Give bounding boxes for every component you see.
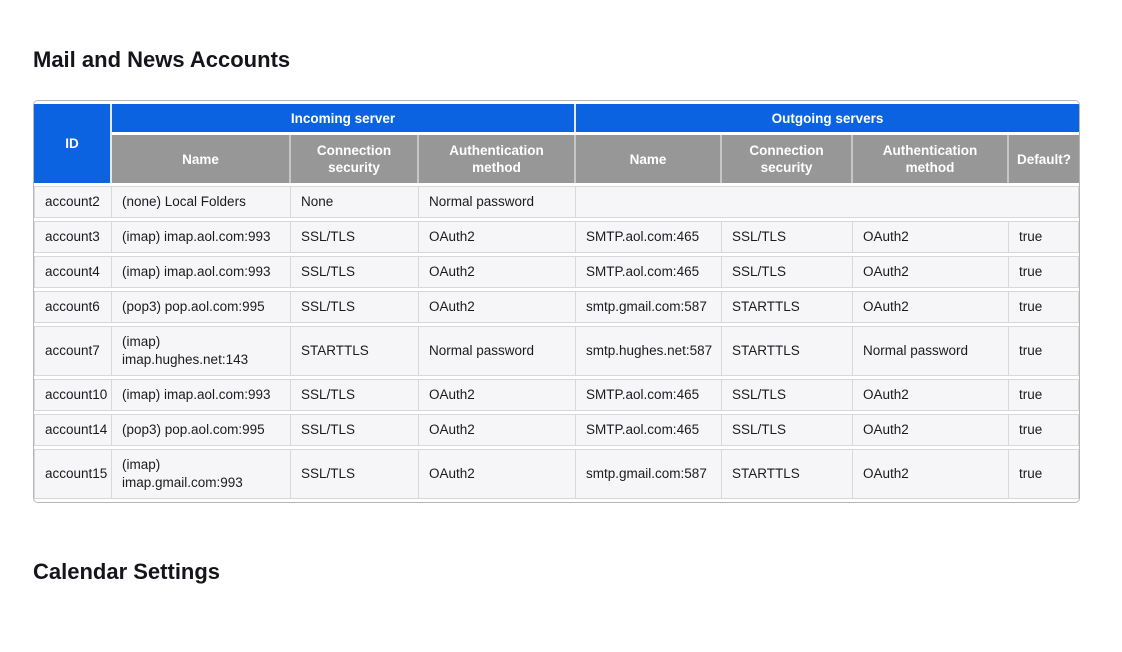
outgoing-default-cell: true <box>1009 326 1079 376</box>
column-group-outgoing-servers: Outgoing servers <box>576 104 1079 132</box>
incoming-name-cell: (imap) imap.aol.com:993 <box>112 221 291 253</box>
outgoing-authentication-method-cell: Normal password <box>853 326 1010 376</box>
account-id-cell: account2 <box>34 186 112 218</box>
table-row: account15 (imap) imap.gmail.com:993 SSL/TL… <box>34 449 1079 499</box>
table-row: account2 (none) Local Folders None Normal p… <box>34 186 1079 218</box>
column-header-incoming-name: Name <box>112 135 291 183</box>
accounts-table: ID Incoming server Outgoing servers Name… <box>34 101 1079 502</box>
outgoing-connection-security-cell: STARTTLS <box>722 449 854 499</box>
outgoing-name-cell: SMTP.aol.com:465 <box>576 379 723 411</box>
incoming-name-cell: (imap) imap.gmail.com:993 <box>112 449 291 499</box>
incoming-name-cell: (pop3) pop.aol.com:995 <box>112 414 291 446</box>
incoming-authentication-method-cell: Normal password <box>419 326 577 376</box>
incoming-connection-security-cell: None <box>291 186 419 218</box>
table-row: account14 (pop3) pop.aol.com:995 SSL/TLS OA… <box>34 414 1079 446</box>
account-id-cell: account7 <box>34 326 112 376</box>
calendar-section-heading: Calendar Settings <box>33 559 221 584</box>
column-header-incoming-authentication-method: Authentication method <box>419 135 577 183</box>
outgoing-name-cell: SMTP.aol.com:465 <box>576 256 723 288</box>
incoming-authentication-method-cell: Normal password <box>419 186 577 218</box>
accounts-section-heading: Mail and News Accounts <box>33 47 291 72</box>
outgoing-name-cell: smtp.gmail.com:587 <box>576 291 723 323</box>
table-row: account10 (imap) imap.aol.com:993 SSL/TLS O… <box>34 379 1079 411</box>
outgoing-default-cell: true <box>1009 221 1079 253</box>
outgoing-default-cell: true <box>1009 256 1079 288</box>
account-id-cell: account3 <box>34 221 112 253</box>
outgoing-authentication-method-cell: OAuth2 <box>853 414 1010 446</box>
outgoing-authentication-method-cell: OAuth2 <box>853 449 1010 499</box>
incoming-connection-security-cell: SSL/TLS <box>291 291 419 323</box>
incoming-authentication-method-cell: OAuth2 <box>419 414 577 446</box>
outgoing-authentication-method-cell: OAuth2 <box>853 221 1010 253</box>
column-header-id: ID <box>34 104 112 183</box>
incoming-name-cell: (imap) imap.hughes.net:143 <box>112 326 291 376</box>
table-row: account6 (pop3) pop.aol.com:995 SSL/TLS OAu… <box>34 291 1079 323</box>
outgoing-connection-security-cell: SSL/TLS <box>722 221 854 253</box>
column-header-incoming-connection-security: Connection security <box>291 135 419 183</box>
accounts-table-header: ID Incoming server Outgoing servers Name… <box>34 104 1079 183</box>
outgoing-default-cell: true <box>1009 414 1079 446</box>
troubleshooting-page: Mail and News Accounts ID Incoming serve… <box>0 47 1122 585</box>
incoming-authentication-method-cell: OAuth2 <box>419 379 577 411</box>
outgoing-empty-cell <box>576 186 1079 218</box>
outgoing-name-cell: SMTP.aol.com:465 <box>576 221 723 253</box>
column-header-outgoing-name: Name <box>576 135 723 183</box>
incoming-connection-security-cell: SSL/TLS <box>291 449 419 499</box>
column-header-outgoing-authentication-method: Authentication method <box>853 135 1010 183</box>
incoming-connection-security-cell: SSL/TLS <box>291 221 419 253</box>
account-id-cell: account6 <box>34 291 112 323</box>
outgoing-default-cell: true <box>1009 291 1079 323</box>
group-header-row: ID Incoming server Outgoing servers <box>34 104 1079 183</box>
incoming-name-cell: (imap) imap.aol.com:993 <box>112 256 291 288</box>
incoming-connection-security-cell: STARTTLS <box>291 326 419 376</box>
outgoing-name-cell: smtp.gmail.com:587 <box>576 449 723 499</box>
accounts-table-container: ID Incoming server Outgoing servers Name… <box>33 100 1080 503</box>
column-group-incoming-server: Incoming server <box>112 104 577 132</box>
outgoing-default-cell: true <box>1009 449 1079 499</box>
outgoing-authentication-method-cell: OAuth2 <box>853 291 1010 323</box>
outgoing-connection-security-cell: SSL/TLS <box>722 379 854 411</box>
table-row: account4 (imap) imap.aol.com:993 SSL/TLS OA… <box>34 256 1079 288</box>
incoming-authentication-method-cell: OAuth2 <box>419 291 577 323</box>
sub-header-row: Name Connection security Authentication … <box>34 135 1079 183</box>
incoming-authentication-method-cell: OAuth2 <box>419 256 577 288</box>
outgoing-authentication-method-cell: OAuth2 <box>853 379 1010 411</box>
outgoing-connection-security-cell: SSL/TLS <box>722 256 854 288</box>
accounts-table-body: account2 (none) Local Folders None Normal p… <box>34 186 1079 499</box>
outgoing-connection-security-cell: SSL/TLS <box>722 414 854 446</box>
incoming-connection-security-cell: SSL/TLS <box>291 379 419 411</box>
table-row: account3 (imap) imap.aol.com:993 SSL/TLS OA… <box>34 221 1079 253</box>
table-row: account7 (imap) imap.hughes.net:143 STARTT… <box>34 326 1079 376</box>
outgoing-name-cell: SMTP.aol.com:465 <box>576 414 723 446</box>
account-id-cell: account4 <box>34 256 112 288</box>
incoming-connection-security-cell: SSL/TLS <box>291 414 419 446</box>
account-id-cell: account14 <box>34 414 112 446</box>
incoming-name-cell: (none) Local Folders <box>112 186 291 218</box>
incoming-name-cell: (pop3) pop.aol.com:995 <box>112 291 291 323</box>
incoming-authentication-method-cell: OAuth2 <box>419 449 577 499</box>
column-header-outgoing-connection-security: Connection security <box>722 135 854 183</box>
incoming-connection-security-cell: SSL/TLS <box>291 256 419 288</box>
account-id-cell: account15 <box>34 449 112 499</box>
outgoing-authentication-method-cell: OAuth2 <box>853 256 1010 288</box>
outgoing-connection-security-cell: STARTTLS <box>722 326 854 376</box>
incoming-name-cell: (imap) imap.aol.com:993 <box>112 379 291 411</box>
outgoing-name-cell: smtp.hughes.net:587 <box>576 326 723 376</box>
account-id-cell: account10 <box>34 379 112 411</box>
outgoing-connection-security-cell: STARTTLS <box>722 291 854 323</box>
outgoing-default-cell: true <box>1009 379 1079 411</box>
incoming-authentication-method-cell: OAuth2 <box>419 221 577 253</box>
column-header-default: Default? <box>1009 135 1079 183</box>
